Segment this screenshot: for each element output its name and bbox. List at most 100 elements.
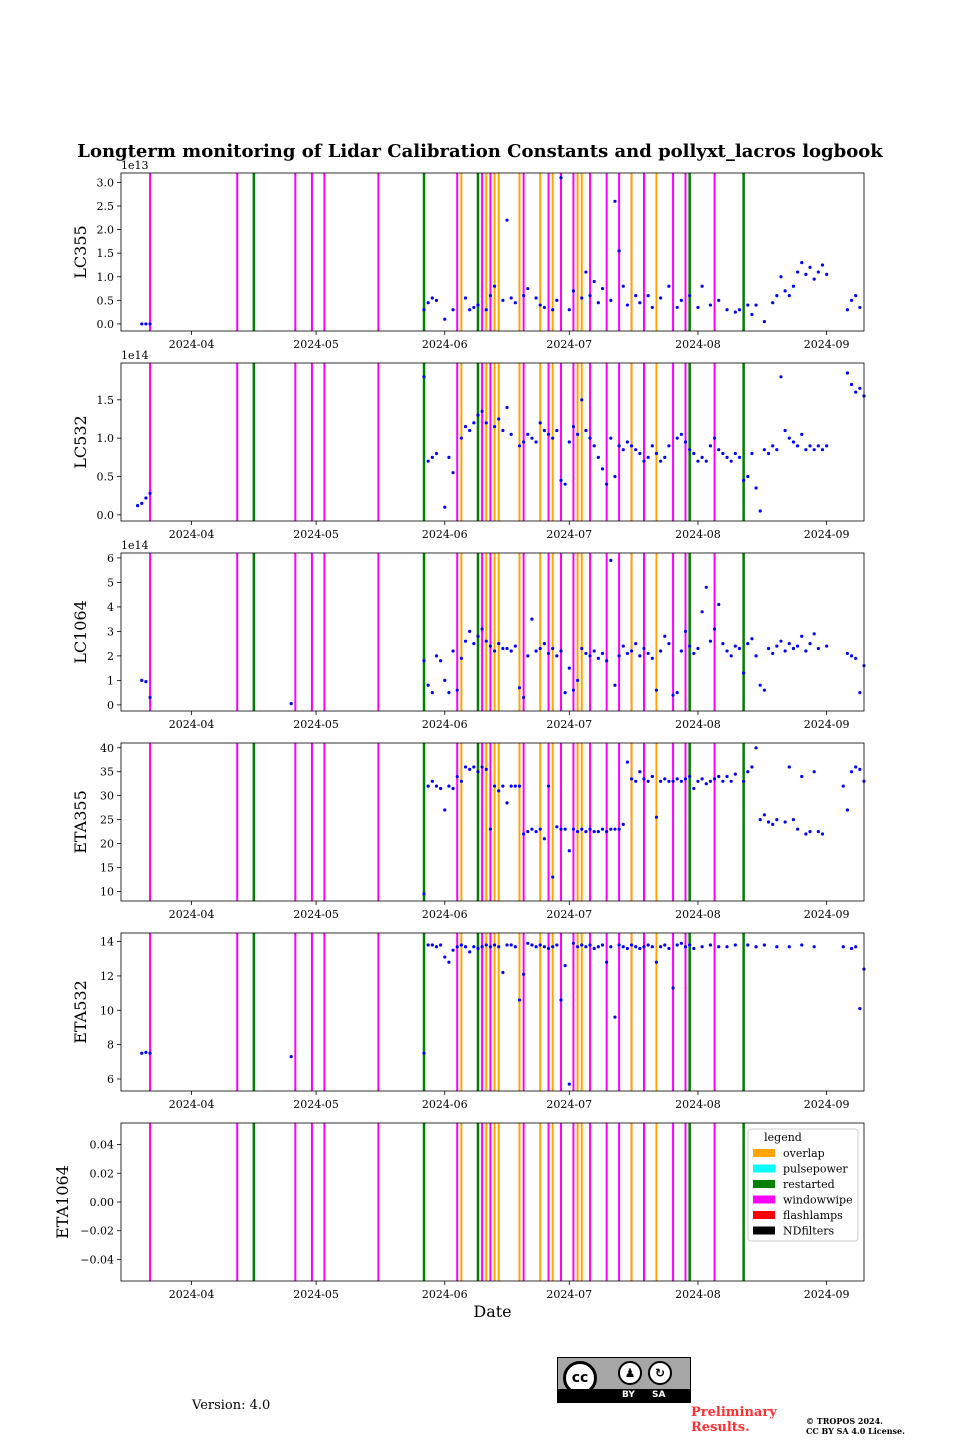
data-point <box>754 746 758 750</box>
data-point <box>725 649 729 653</box>
data-point <box>791 818 796 822</box>
data-point <box>463 425 468 429</box>
data-point <box>675 691 679 695</box>
data-point <box>555 654 559 658</box>
y-tick-label: 6 <box>107 552 114 565</box>
data-point <box>472 421 476 425</box>
x-tick-label: 2024-06 <box>422 908 468 921</box>
data-point <box>646 455 650 459</box>
data-point <box>638 946 642 951</box>
y-tick-label: 0.04 <box>90 1139 115 1152</box>
data-point <box>530 617 534 621</box>
data-point <box>559 176 563 180</box>
data-point <box>849 654 854 658</box>
data-point <box>430 691 434 695</box>
x-tick-label: 2024-04 <box>169 1098 215 1111</box>
data-point <box>136 504 140 508</box>
data-point <box>688 448 692 452</box>
data-point <box>779 639 783 643</box>
data-point <box>571 289 576 293</box>
data-point <box>434 451 439 456</box>
data-point <box>513 644 517 648</box>
data-point <box>688 943 692 947</box>
data-point <box>468 428 472 433</box>
data-point <box>526 654 530 658</box>
data-point <box>854 656 858 660</box>
data-point <box>638 301 642 305</box>
data-point <box>783 649 787 653</box>
data-point <box>476 413 480 417</box>
data-point <box>638 770 642 774</box>
y-tick-label: 0.00 <box>90 1196 115 1209</box>
x-tick-label: 2024-07 <box>546 1098 592 1111</box>
data-point <box>434 945 439 949</box>
data-point <box>729 459 733 463</box>
legend-entry-NDfilters: NDfilters <box>783 1225 834 1238</box>
data-point <box>484 639 488 643</box>
data-point <box>476 770 480 774</box>
x-tick-label: 2024-04 <box>169 1288 215 1301</box>
data-point <box>621 822 625 826</box>
data-point <box>426 683 430 687</box>
data-point <box>858 305 862 310</box>
data-point <box>451 948 455 952</box>
data-point <box>800 943 804 947</box>
data-point <box>559 649 563 653</box>
data-point <box>787 945 791 949</box>
data-point <box>679 298 683 302</box>
data-point <box>588 654 592 658</box>
y-tick-label: 0.0 <box>97 509 115 522</box>
data-point <box>816 444 820 448</box>
data-point <box>812 277 816 281</box>
data-point <box>629 649 634 653</box>
data-point <box>663 634 667 638</box>
cc-by-label: BY <box>622 1390 635 1400</box>
data-point <box>488 945 493 949</box>
data-point <box>580 827 584 831</box>
data-point <box>522 972 526 976</box>
data-point <box>692 786 696 791</box>
x-tick-label: 2024-07 <box>546 1288 592 1301</box>
data-point <box>671 693 675 697</box>
data-point <box>534 440 538 444</box>
data-point <box>513 301 517 305</box>
data-point <box>646 294 650 298</box>
data-point <box>468 629 472 633</box>
data-point <box>820 263 825 267</box>
data-point <box>567 849 571 853</box>
data-point <box>567 666 571 670</box>
data-point <box>530 827 534 831</box>
data-point <box>468 308 472 312</box>
data-point <box>426 784 430 788</box>
data-point <box>534 649 538 653</box>
data-point <box>517 686 522 690</box>
data-point <box>812 448 816 452</box>
data-point <box>700 284 704 288</box>
data-point <box>605 659 609 663</box>
data-point <box>646 943 650 947</box>
data-point <box>575 945 580 949</box>
data-point <box>721 642 725 646</box>
y-tick-label: 6 <box>107 1073 114 1086</box>
x-tick-label: 2024-08 <box>675 1098 721 1111</box>
data-point <box>820 832 825 836</box>
data-point <box>501 784 505 788</box>
data-point <box>708 639 713 643</box>
data-point <box>746 642 750 646</box>
data-point <box>858 767 862 771</box>
data-point <box>634 448 638 452</box>
data-point <box>546 432 551 436</box>
axis-offset-label: 1e13 <box>121 159 149 172</box>
data-point <box>804 448 808 452</box>
data-point <box>567 440 571 444</box>
data-point <box>571 827 576 831</box>
data-point <box>625 760 630 764</box>
data-point <box>775 448 779 452</box>
data-point <box>497 789 501 793</box>
y-tick-label: 0.5 <box>97 471 115 484</box>
data-point <box>526 829 530 834</box>
y-tick-label: 2 <box>107 650 114 663</box>
data-point <box>463 765 468 769</box>
y-tick-label: 3 <box>107 625 114 638</box>
data-point <box>588 294 592 298</box>
